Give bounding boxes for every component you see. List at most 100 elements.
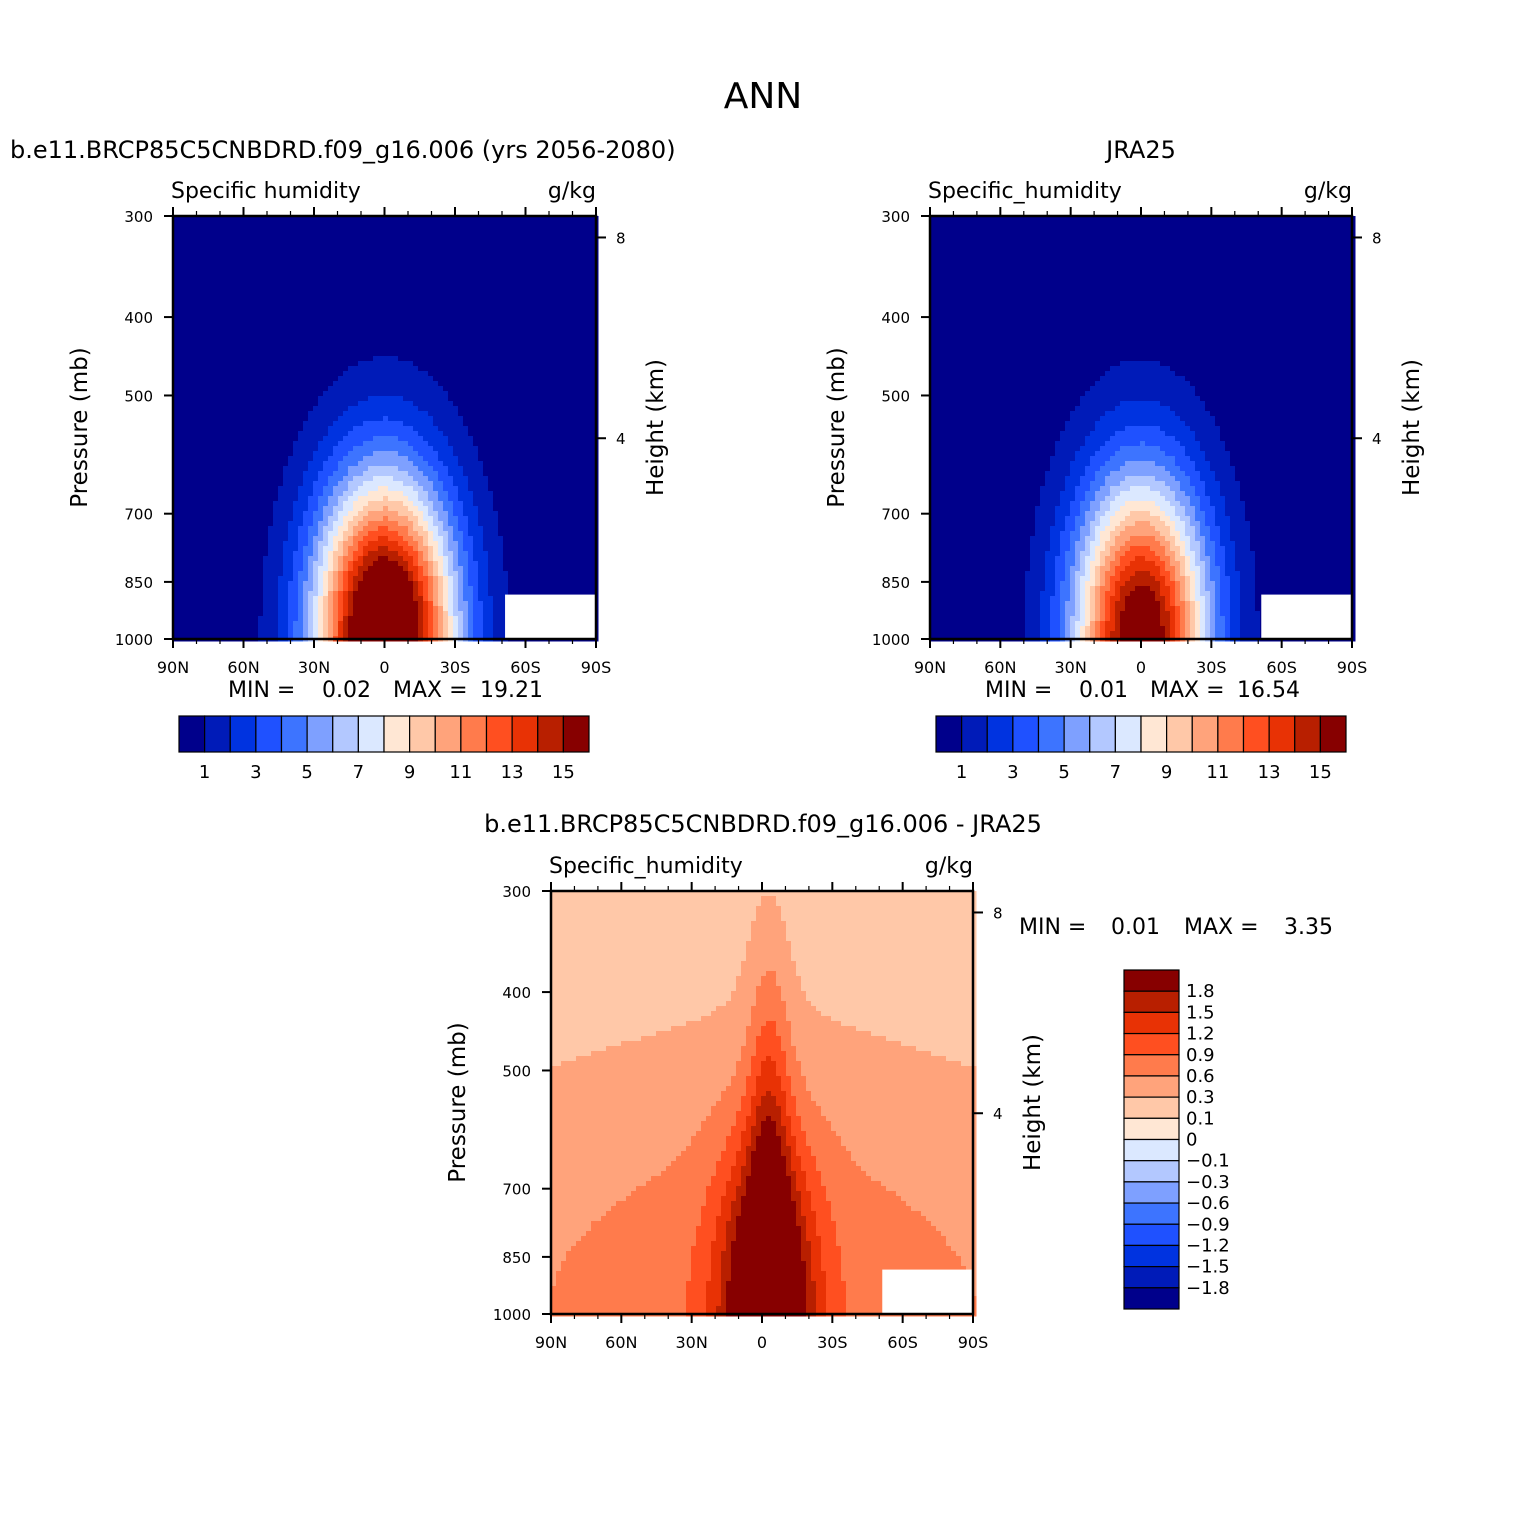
min-label: MIN = (985, 678, 1052, 703)
y-tick-label: 700 (881, 506, 910, 524)
x-tick-label: 0 (757, 1333, 767, 1352)
y-tick-label: 500 (502, 1062, 531, 1080)
colorbar-box (1037, 715, 1065, 753)
y-axis-label: Pressure (mb) (445, 1022, 471, 1182)
colorbar-box (357, 715, 385, 753)
panel-title: b.e11.BRCP85C5CNBDRD.f09_g16.006 - JRA25 (484, 810, 1042, 838)
colorbar-box (935, 715, 963, 753)
colorbar-box (383, 715, 411, 753)
y2-tick-label: 8 (993, 904, 1003, 922)
y-tick-label: 850 (502, 1249, 531, 1267)
y-tick-label: 700 (124, 506, 153, 524)
y-tick-label: 300 (124, 208, 153, 226)
colorbar-tick-label: 0.6 (1186, 1066, 1215, 1087)
colorbar-box (961, 715, 988, 753)
plot-panel-2: JRA25 Specific_humidity g/kg 90N 60N 30N 0 30S 6… (824, 136, 1425, 783)
colorbar-tick-label: 1.8 (1186, 981, 1215, 1002)
variable-label: Specific_humidity (928, 179, 1122, 204)
x-tick-label: 30S (440, 658, 471, 677)
colorbar-tick-label: 9 (404, 762, 415, 783)
colorbar-box (485, 715, 513, 753)
colorbar-tick-label: 5 (301, 762, 312, 783)
colorbar-box (1319, 715, 1347, 753)
min-value: 0.02 (322, 678, 371, 703)
colorbar-box (1123, 990, 1180, 1013)
y2-tick-label: 4 (616, 430, 626, 448)
min-value: 0.01 (1079, 678, 1128, 703)
topography-mask (505, 594, 596, 639)
colorbar-tick-label: 13 (501, 762, 524, 783)
y2-axis-label: Height (km) (1399, 359, 1425, 496)
colorbar-tick-label: −0.9 (1186, 1214, 1230, 1235)
colorbar-box (1063, 715, 1091, 753)
colorbar-tick-label: 5 (1058, 762, 1069, 783)
max-label: MAX = (1150, 678, 1225, 703)
colorbar-tick-label: 11 (449, 762, 472, 783)
plots: b.e11.BRCP85C5CNBDRD.f09_g16.006 (yrs 20… (10, 136, 1425, 1352)
y2-tick-label: 4 (1372, 430, 1382, 448)
panel-title: JRA25 (1104, 136, 1176, 164)
colorbar-box (1123, 1266, 1180, 1289)
x-tick-label: 0 (379, 658, 389, 677)
colorbar-box (229, 715, 257, 753)
panel-title: b.e11.BRCP85C5CNBDRD.f09_g16.006 (yrs 20… (10, 136, 676, 164)
plot-panel-3: b.e11.BRCP85C5CNBDRD.f09_g16.006 - JRA25… (445, 810, 1333, 1352)
colorbar-tick-label: −1.5 (1186, 1257, 1230, 1278)
colorbar-box (1268, 715, 1296, 753)
y-tick-label: 850 (881, 574, 910, 592)
contour-field (930, 216, 1356, 642)
y-tick-label: 500 (881, 387, 910, 405)
x-tick-label: 30N (1055, 658, 1087, 677)
colorbar-box (1123, 1223, 1180, 1247)
contour-field (173, 216, 599, 642)
y-tick-label: 850 (124, 574, 153, 592)
y-tick-label: 500 (124, 387, 153, 405)
min-label: MIN = (228, 678, 295, 703)
x-tick-label: 90S (958, 1333, 989, 1352)
units-label: g/kg (1304, 179, 1352, 204)
colorbar-tick-label: 15 (552, 762, 575, 783)
x-tick-label: 0 (1136, 658, 1146, 677)
colorbar-box (511, 715, 539, 753)
y2-tick-label: 8 (1372, 229, 1382, 247)
x-tick-label: 90S (1337, 658, 1368, 677)
colorbar-tick-label: 1.2 (1186, 1024, 1215, 1045)
colorbar-box (1123, 1287, 1180, 1310)
colorbar-tick-label: 0 (1186, 1130, 1197, 1151)
colorbar-box (1089, 715, 1116, 753)
x-tick-label: 90S (581, 658, 612, 677)
colorbar-tick-label: −1.8 (1186, 1278, 1230, 1299)
colorbar: 1 3 5 7 9 11 13 15 (178, 715, 590, 783)
y-tick-label: 400 (881, 309, 910, 327)
colorbar-tick-label: −0.6 (1186, 1193, 1230, 1214)
colorbar-tick-label: 3 (1007, 762, 1018, 783)
max-value: 19.21 (480, 678, 543, 703)
colorbar-box (1123, 1054, 1180, 1077)
colorbar-tick-label: 1.5 (1186, 1002, 1215, 1023)
colorbar-box (1123, 1032, 1180, 1056)
x-tick-label: 60N (227, 658, 259, 677)
colorbar-box (409, 715, 436, 753)
x-tick-label: 30S (1196, 658, 1227, 677)
colorbar-box (434, 715, 462, 753)
colorbar-tick-label: 15 (1309, 762, 1332, 783)
y-tick-label: 300 (881, 208, 910, 226)
figure-title: ANN (724, 76, 803, 117)
colorbar-box (1294, 715, 1321, 753)
variable-label: Specific humidity (171, 179, 361, 204)
topography-mask (1261, 594, 1352, 639)
colorbar-box (332, 715, 359, 753)
y-tick-label: 700 (502, 1181, 531, 1199)
x-tick-label: 30S (817, 1333, 848, 1352)
colorbar-box (255, 715, 283, 753)
colorbar-box (460, 715, 488, 753)
colorbar-box (306, 715, 334, 753)
y2-tick-label: 8 (616, 229, 626, 247)
colorbar-box (1123, 1011, 1180, 1035)
colorbar-box (1217, 715, 1245, 753)
y-tick-label: 300 (502, 883, 531, 901)
x-tick-label: 60S (887, 1333, 918, 1352)
x-tick-label: 30N (676, 1333, 708, 1352)
units-label: g/kg (548, 179, 596, 204)
